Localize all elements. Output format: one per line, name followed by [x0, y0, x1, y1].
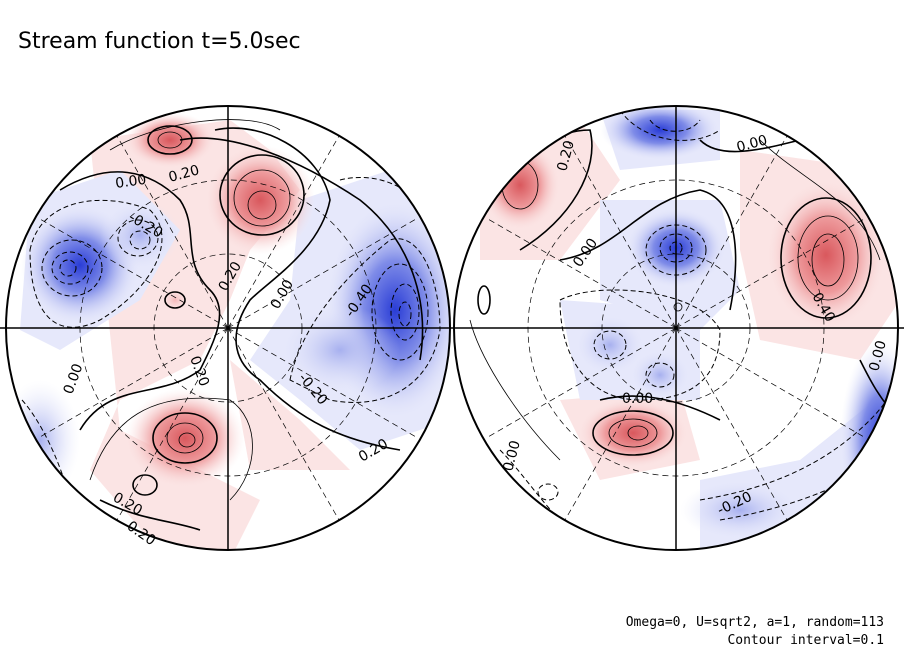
contour-label: 0.20	[554, 139, 578, 173]
contour-interval-note: Contour interval=0.1	[727, 633, 884, 648]
pole-marker: ✳	[670, 321, 682, 337]
left-hemisphere: 0.00 0.20 -0.20 0.20 0.00 -0.40 0.00 0.2…	[5, 105, 451, 551]
contour-label: 0.00	[500, 439, 524, 473]
contour-label: 0.00	[622, 391, 653, 407]
contour-label: 0.00	[866, 339, 890, 373]
right-hemisphere: 0.20 0.00 0.00 0.40 0.00 0.00 0.00 -0.20…	[453, 105, 899, 551]
parameters-note: Omega=0, U=sqrt2, a=1, random=113	[626, 615, 884, 630]
contour-label: 0.20	[167, 162, 201, 186]
contour-label: 0.00	[114, 172, 147, 192]
contour-label: 0.00	[735, 132, 769, 156]
figure-title: Stream function t=5.0sec	[18, 29, 301, 54]
pole-marker: ✳	[222, 321, 234, 337]
